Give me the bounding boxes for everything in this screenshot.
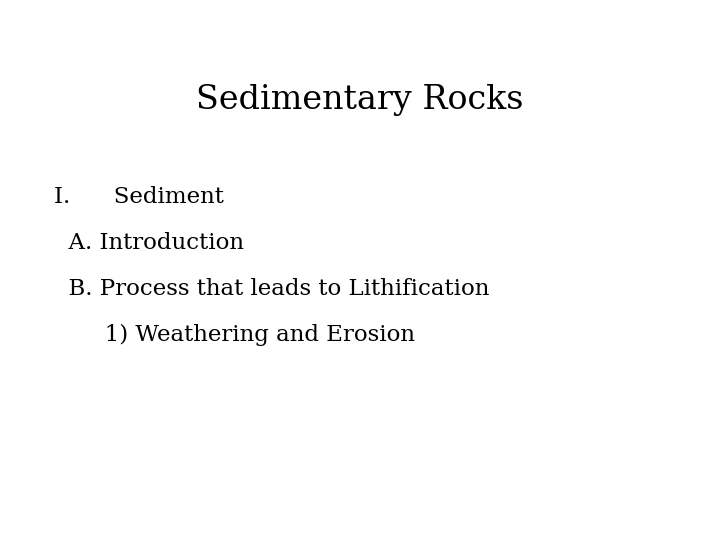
Text: I.      Sediment: I. Sediment: [54, 186, 224, 208]
Text: A. Introduction: A. Introduction: [54, 232, 244, 254]
Text: 1) Weathering and Erosion: 1) Weathering and Erosion: [54, 324, 415, 346]
Text: B. Process that leads to Lithification: B. Process that leads to Lithification: [54, 278, 490, 300]
Text: Sedimentary Rocks: Sedimentary Rocks: [197, 84, 523, 116]
